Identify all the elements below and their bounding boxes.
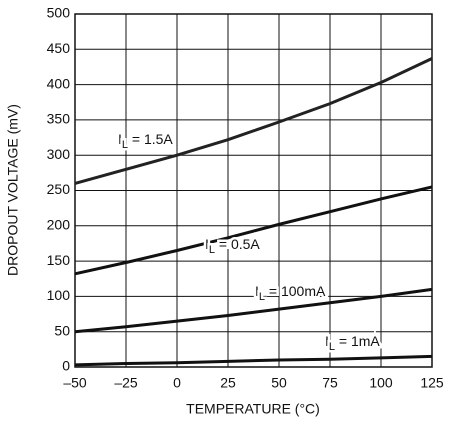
label-sub: L <box>209 244 215 256</box>
data-line <box>74 57 433 185</box>
series-label: IL = 1mA <box>325 333 380 353</box>
series-label: IL = 1.5A <box>118 131 173 151</box>
data-line <box>74 354 433 367</box>
label-rest: = 1mA <box>335 333 380 349</box>
y-tick-label: 0 <box>62 358 70 374</box>
label-rest: = 100mA <box>265 283 326 299</box>
y-tick-label: 50 <box>54 322 70 338</box>
label-rest: = 1.5A <box>128 131 173 147</box>
x-tick-label: –25 <box>114 375 138 391</box>
y-tick-label: 450 <box>47 40 71 56</box>
x-tick-label: 100 <box>369 375 393 391</box>
y-tick-label: 300 <box>47 146 71 162</box>
x-tick-label: 25 <box>220 375 236 391</box>
label-main: I <box>325 333 329 349</box>
x-axis-label: TEMPERATURE (°C) <box>186 401 320 417</box>
label-main: I <box>205 236 209 252</box>
x-tick-label: 0 <box>173 375 181 391</box>
y-tick-label: 150 <box>47 252 71 268</box>
y-tick-label: 350 <box>47 111 71 127</box>
series-label: IL = 0.5A <box>205 236 260 256</box>
label-main: I <box>118 131 122 147</box>
label-sub: L <box>259 291 265 303</box>
x-tick-label: –50 <box>63 375 87 391</box>
label-rest: = 0.5A <box>215 236 260 252</box>
data-line <box>74 185 433 276</box>
y-tick-label: 400 <box>47 75 71 91</box>
y-tick-label: 200 <box>47 217 71 233</box>
x-tick-label: 75 <box>322 375 338 391</box>
series-label: IL = 100mA <box>255 283 326 303</box>
y-tick-label: 100 <box>47 287 71 303</box>
data-line <box>74 287 433 334</box>
y-axis-label: DROPOUT VOLTAGE (mV) <box>5 104 21 276</box>
label-sub: L <box>329 341 335 353</box>
label-sub: L <box>122 139 128 151</box>
y-tick-label: 250 <box>47 181 71 197</box>
x-tick-label: 50 <box>271 375 287 391</box>
label-main: I <box>255 283 259 299</box>
x-tick-label: 125 <box>420 375 444 391</box>
y-tick-label: 500 <box>47 5 71 21</box>
